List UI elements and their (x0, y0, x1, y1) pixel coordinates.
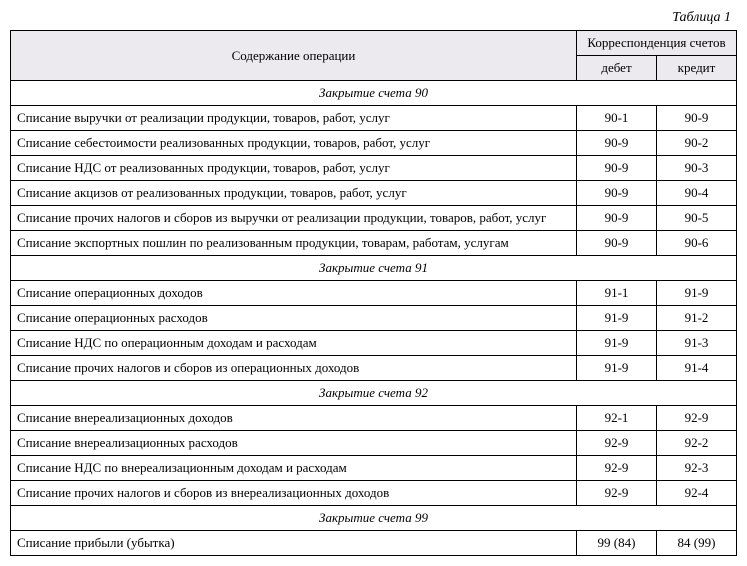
cell-debit: 92-9 (576, 456, 656, 481)
header-debit: дебет (576, 56, 656, 81)
cell-description: Списание операционных доходов (11, 281, 577, 306)
table-row: Списание внереализационных доходов92-192… (11, 406, 737, 431)
cell-debit: 90-9 (576, 181, 656, 206)
cell-credit: 90-6 (656, 231, 736, 256)
table-row: Списание себестоимости реализованных про… (11, 131, 737, 156)
table-row: Списание НДС по операционным доходам и р… (11, 331, 737, 356)
cell-credit: 91-4 (656, 356, 736, 381)
cell-debit: 91-9 (576, 331, 656, 356)
cell-description: Списание НДС от реализованных продукции,… (11, 156, 577, 181)
section-title-row: Закрытие счета 99 (11, 506, 737, 531)
accounts-table: Содержание операции Корреспонденция счет… (10, 30, 737, 556)
table-row: Списание НДС от реализованных продукции,… (11, 156, 737, 181)
table-head: Содержание операции Корреспонденция счет… (11, 31, 737, 81)
cell-debit: 90-1 (576, 106, 656, 131)
cell-description: Списание НДС по внереализационным дохода… (11, 456, 577, 481)
section-title: Закрытие счета 90 (11, 81, 737, 106)
table-row: Списание операционных доходов91-191-9 (11, 281, 737, 306)
cell-debit: 90-9 (576, 156, 656, 181)
cell-credit: 84 (99) (656, 531, 736, 556)
cell-description: Списание НДС по операционным доходам и р… (11, 331, 577, 356)
cell-debit: 92-9 (576, 481, 656, 506)
cell-debit: 91-1 (576, 281, 656, 306)
table-row: Списание НДС по внереализационным дохода… (11, 456, 737, 481)
cell-debit: 91-9 (576, 306, 656, 331)
table-row: Списание выручки от реализации продукции… (11, 106, 737, 131)
cell-debit: 99 (84) (576, 531, 656, 556)
cell-description: Списание выручки от реализации продукции… (11, 106, 577, 131)
cell-description: Списание прибыли (убытка) (11, 531, 577, 556)
cell-debit: 91-9 (576, 356, 656, 381)
cell-description: Списание экспортных пошлин по реализован… (11, 231, 577, 256)
cell-credit: 90-2 (656, 131, 736, 156)
cell-description: Списание акцизов от реализованных продук… (11, 181, 577, 206)
cell-credit: 90-4 (656, 181, 736, 206)
cell-description: Списание внереализационных расходов (11, 431, 577, 456)
section-title-row: Закрытие счета 92 (11, 381, 737, 406)
cell-description: Списание прочих налогов и сборов из внер… (11, 481, 577, 506)
table-row: Списание прочих налогов и сборов из опер… (11, 356, 737, 381)
header-description: Содержание операции (11, 31, 577, 81)
header-credit: кредит (656, 56, 736, 81)
cell-credit: 91-3 (656, 331, 736, 356)
header-group: Корреспонденция счетов (576, 31, 736, 56)
cell-debit: 90-9 (576, 131, 656, 156)
cell-description: Списание внереализационных доходов (11, 406, 577, 431)
cell-credit: 90-5 (656, 206, 736, 231)
table-row: Списание операционных расходов91-991-2 (11, 306, 737, 331)
cell-credit: 92-4 (656, 481, 736, 506)
cell-credit: 92-2 (656, 431, 736, 456)
table-row: Списание прибыли (убытка)99 (84)84 (99) (11, 531, 737, 556)
section-title-row: Закрытие счета 91 (11, 256, 737, 281)
cell-description: Списание себестоимости реализованных про… (11, 131, 577, 156)
cell-debit: 90-9 (576, 206, 656, 231)
table-row: Списание прочих налогов и сборов из выру… (11, 206, 737, 231)
section-title-row: Закрытие счета 90 (11, 81, 737, 106)
cell-credit: 92-9 (656, 406, 736, 431)
section-title: Закрытие счета 99 (11, 506, 737, 531)
table-body: Закрытие счета 90Списание выручки от реа… (11, 81, 737, 556)
table-row: Списание акцизов от реализованных продук… (11, 181, 737, 206)
section-title: Закрытие счета 92 (11, 381, 737, 406)
table-row: Списание внереализационных расходов92-99… (11, 431, 737, 456)
table-caption: Таблица 1 (10, 10, 737, 26)
cell-description: Списание операционных расходов (11, 306, 577, 331)
cell-description: Списание прочих налогов и сборов из опер… (11, 356, 577, 381)
cell-debit: 92-1 (576, 406, 656, 431)
cell-credit: 91-2 (656, 306, 736, 331)
cell-credit: 92-3 (656, 456, 736, 481)
cell-debit: 92-9 (576, 431, 656, 456)
cell-description: Списание прочих налогов и сборов из выру… (11, 206, 577, 231)
cell-credit: 90-3 (656, 156, 736, 181)
table-row: Списание экспортных пошлин по реализован… (11, 231, 737, 256)
section-title: Закрытие счета 91 (11, 256, 737, 281)
table-row: Списание прочих налогов и сборов из внер… (11, 481, 737, 506)
cell-debit: 90-9 (576, 231, 656, 256)
cell-credit: 91-9 (656, 281, 736, 306)
cell-credit: 90-9 (656, 106, 736, 131)
